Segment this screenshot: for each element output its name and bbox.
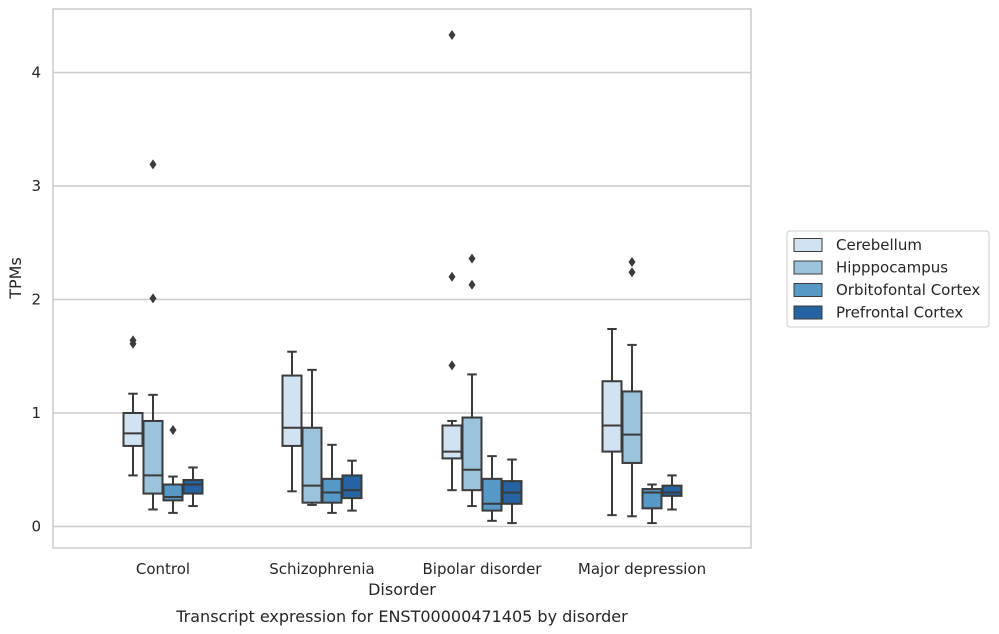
legend-swatch	[793, 283, 823, 297]
box-iqr	[321, 477, 343, 504]
box-control-hipppocampus	[142, 159, 164, 511]
box-major-depression-hipppocampus	[621, 257, 643, 518]
outlier-point	[129, 335, 137, 346]
y-tick-label: 0	[31, 518, 41, 536]
outlier-point	[149, 159, 157, 170]
outlier-point	[468, 279, 476, 290]
y-axis-title: TPMs	[6, 257, 25, 300]
box-iqr	[162, 483, 184, 502]
box-iqr	[661, 484, 683, 497]
box-control-cerebellum	[122, 335, 144, 477]
box-major-depression-orbitofontal-cortex	[641, 483, 663, 525]
box-control-prefrontal-cortex	[182, 466, 204, 508]
x-tick-labels: Control Schizophrenia Bipolar disorder Majo…	[136, 560, 706, 578]
box-iqr	[481, 477, 503, 512]
box-schizophrenia-orbitofontal-cortex	[321, 443, 343, 514]
legend-label: Hipppocampus	[836, 259, 948, 277]
box-control-orbitofontal-cortex	[162, 425, 184, 514]
legend-item: Cerebellum	[793, 236, 922, 254]
box-iqr	[601, 380, 623, 453]
outlier-point	[448, 30, 456, 41]
outlier-point	[448, 271, 456, 282]
box-major-depression-cerebellum	[601, 328, 623, 517]
y-tick-label: 4	[31, 64, 41, 82]
box-iqr	[621, 390, 643, 464]
box-iqr	[281, 374, 303, 447]
box-major-depression-prefrontal-cortex	[661, 474, 683, 511]
box-bipolar-disorder-cerebellum	[441, 30, 463, 492]
box-iqr	[461, 416, 483, 492]
box-iqr	[441, 424, 463, 460]
legend-swatch	[793, 305, 823, 320]
x-axis-title: Disorder	[368, 580, 436, 599]
y-tick-label: 1	[31, 404, 41, 422]
boxes	[122, 30, 683, 525]
y-tick-labels: 0 1 2 3 4	[31, 64, 41, 536]
box-bipolar-disorder-orbitofontal-cortex	[481, 455, 503, 522]
legend-label: Cerebellum	[836, 236, 922, 254]
legend-swatch	[793, 238, 823, 252]
box-schizophrenia-prefrontal-cortex	[341, 459, 363, 512]
chart-caption: Transcript expression for ENST0000047140…	[175, 607, 628, 626]
x-tick-label: Schizophrenia	[269, 560, 374, 578]
plot-frame	[52, 8, 752, 549]
y-tick-label: 2	[31, 291, 41, 309]
legend-item: Hipppocampus	[793, 259, 948, 277]
box-iqr	[142, 419, 164, 495]
outlier-point	[448, 360, 456, 371]
y-tick-label: 3	[31, 177, 41, 195]
box-schizophrenia-cerebellum	[281, 350, 303, 493]
x-tick-label: Major depression	[578, 560, 706, 578]
legend: Cerebellum Hipppocampus Orbitofontal Corte…	[786, 230, 990, 328]
outlier-point	[628, 267, 636, 278]
box-iqr	[341, 474, 363, 500]
legend-label: Orbitofontal Cortex	[836, 281, 980, 299]
box-bipolar-disorder-prefrontal-cortex	[501, 458, 523, 525]
legend-item: Orbitofontal Cortex	[793, 281, 980, 299]
outlier-point	[468, 253, 476, 264]
legend-swatch	[793, 260, 823, 275]
x-tick-label: Bipolar disorder	[423, 560, 543, 578]
outlier-point	[628, 257, 636, 268]
legend-frame	[786, 230, 990, 328]
x-tick-label: Control	[136, 560, 190, 578]
box-iqr	[301, 426, 323, 504]
box-iqr	[122, 412, 144, 447]
box-iqr	[641, 488, 663, 510]
outlier-point	[169, 425, 177, 436]
legend-item: Prefrontal Cortex	[793, 304, 963, 322]
box-schizophrenia-hipppocampus	[301, 368, 323, 506]
outlier-point	[149, 293, 157, 304]
box-bipolar-disorder-hipppocampus	[461, 253, 483, 508]
legend-label: Prefrontal Cortex	[836, 304, 963, 322]
box-iqr	[182, 478, 204, 495]
